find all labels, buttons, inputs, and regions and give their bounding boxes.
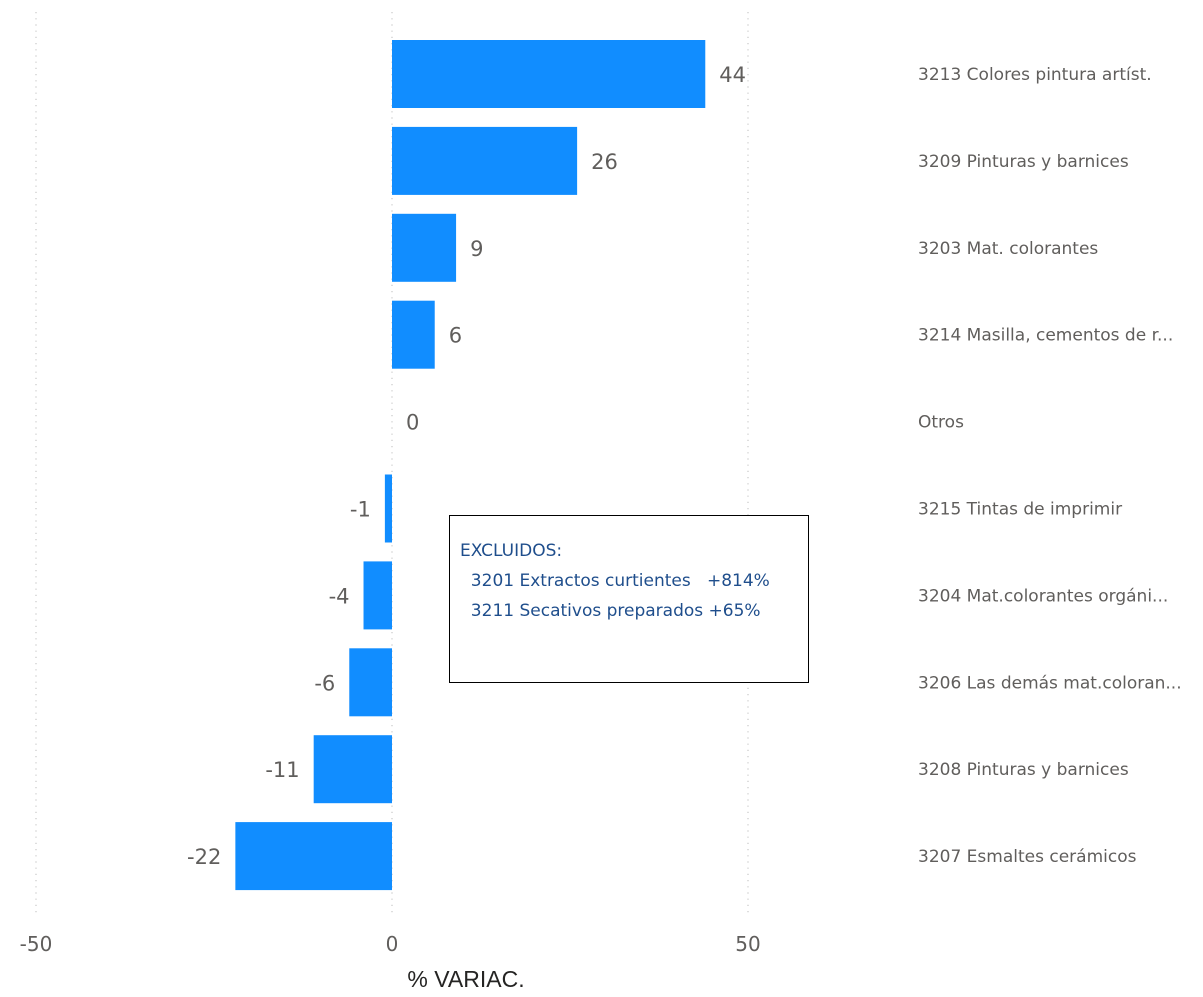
category-label: 3206 Las demás mat.coloran... xyxy=(918,673,1182,693)
x-tick-label: 0 xyxy=(386,932,399,956)
excluded-note-line-1: 3201 Extractos curtientes +814% xyxy=(460,571,770,591)
category-label: 3214 Masilla, cementos de r... xyxy=(918,326,1173,346)
data-label: 44 xyxy=(719,63,746,87)
category-label: 3208 Pinturas y barnices xyxy=(918,760,1129,780)
bar xyxy=(384,474,392,543)
data-label: 26 xyxy=(591,150,618,174)
bar xyxy=(392,213,457,282)
bar xyxy=(392,40,706,108)
data-label: -22 xyxy=(187,845,221,869)
x-tick-label: -50 xyxy=(20,932,53,956)
excluded-note-line-2: 3211 Secativos preparados +65% xyxy=(460,601,761,621)
bar xyxy=(235,822,392,891)
bar xyxy=(349,648,392,717)
data-label: 9 xyxy=(470,237,483,261)
category-label: Otros xyxy=(918,413,964,433)
data-label: -4 xyxy=(329,584,350,608)
data-label: 0 xyxy=(406,411,419,435)
category-label: 3203 Mat. colorantes xyxy=(918,239,1098,259)
bar xyxy=(313,735,392,804)
bar xyxy=(392,300,435,369)
bar xyxy=(363,561,392,630)
value-labels: 44 26 9 6 0 -1 -4 -6 -11 -22 xyxy=(187,63,746,869)
category-label: 3209 Pinturas y barnices xyxy=(918,152,1129,172)
bar xyxy=(392,126,578,195)
x-axis-ticks: -50 0 50 xyxy=(20,932,761,956)
excluded-note-box: EXCLUIDOS: 3201 Extractos curtientes +81… xyxy=(449,515,809,683)
category-label: 3215 Tintas de imprimir xyxy=(918,500,1122,520)
excluded-note-title: EXCLUIDOS: xyxy=(460,541,563,561)
x-axis-title: % VARIAC. xyxy=(407,966,524,992)
data-label: -6 xyxy=(314,671,335,695)
category-label: 3213 Colores pintura artíst. xyxy=(918,65,1152,85)
category-label: 3207 Esmaltes cerámicos xyxy=(918,847,1137,867)
data-label: 6 xyxy=(449,324,462,348)
data-label: -1 xyxy=(350,498,371,522)
x-tick-label: 50 xyxy=(735,932,760,956)
category-labels: 3213 Colores pintura artíst. 3209 Pintura… xyxy=(918,65,1182,867)
data-label: -11 xyxy=(265,758,299,782)
category-label: 3204 Mat.colorantes orgáni... xyxy=(918,586,1168,606)
bars xyxy=(235,40,706,891)
